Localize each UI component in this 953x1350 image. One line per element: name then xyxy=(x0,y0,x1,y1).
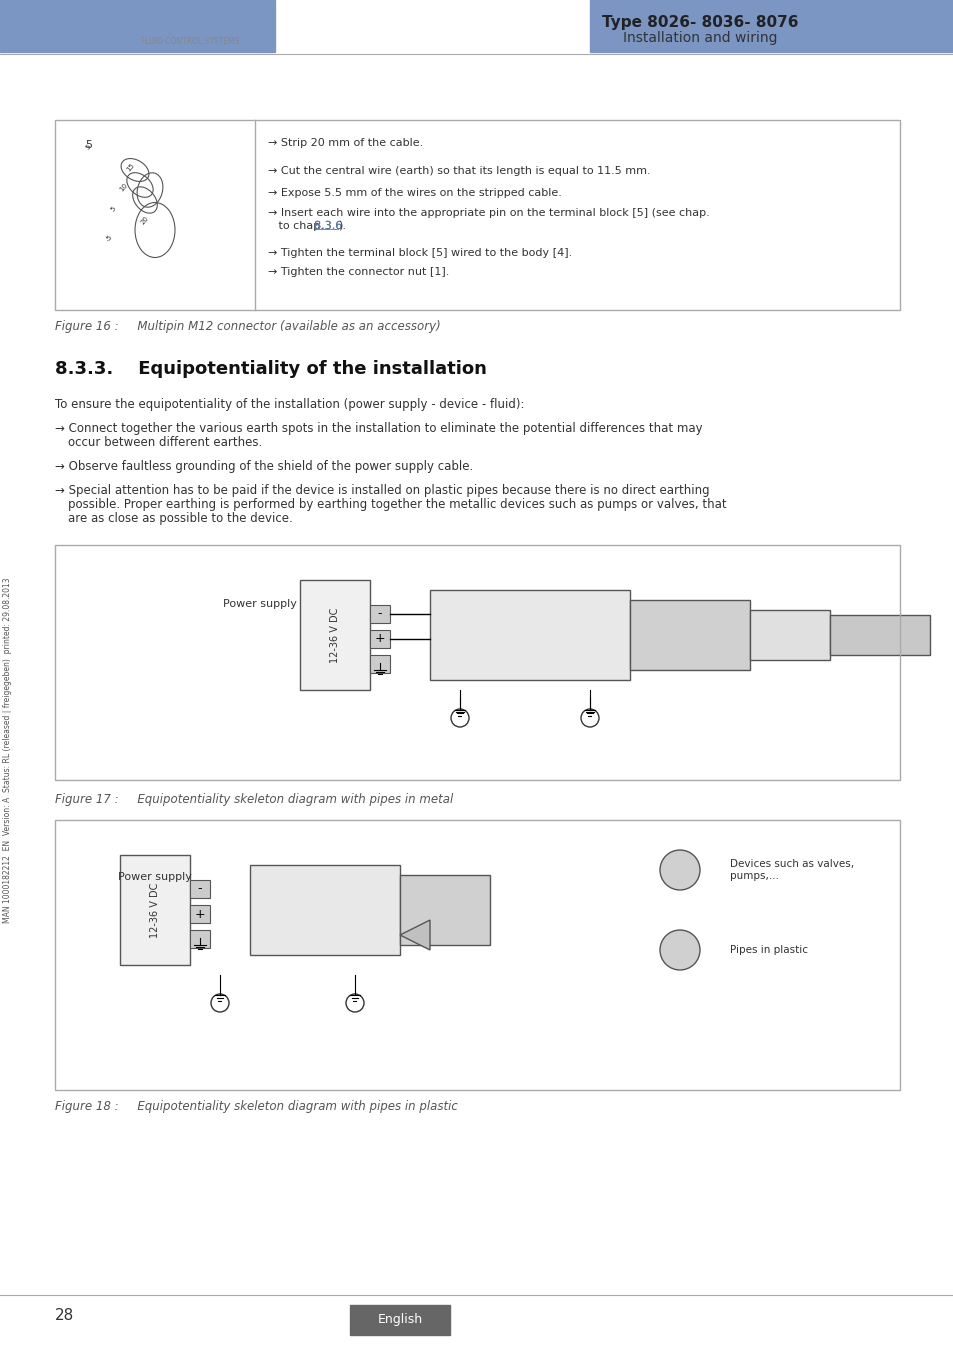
Text: To ensure the equipotentiality of the installation (power supply - device - flui: To ensure the equipotentiality of the in… xyxy=(55,398,524,410)
Text: Devices such as valves,
pumps,...: Devices such as valves, pumps,... xyxy=(729,859,853,880)
Bar xyxy=(152,16,159,20)
Text: 5: 5 xyxy=(110,205,117,213)
Text: +: + xyxy=(375,633,385,645)
Polygon shape xyxy=(399,919,430,950)
Bar xyxy=(172,16,179,20)
Text: → Expose 5.5 mm of the wires on the stripped cable.: → Expose 5.5 mm of the wires on the stri… xyxy=(268,188,561,198)
Text: occur between different earthes.: occur between different earthes. xyxy=(68,436,262,450)
Text: → Tighten the connector nut [1].: → Tighten the connector nut [1]. xyxy=(268,267,449,277)
Text: Figure 16 :     Multipin M12 connector (available as an accessory): Figure 16 : Multipin M12 connector (avai… xyxy=(55,320,440,333)
Text: Type 8026- 8036- 8076: Type 8026- 8036- 8076 xyxy=(601,15,798,30)
Text: 12-36 V DC: 12-36 V DC xyxy=(330,608,339,663)
Bar xyxy=(299,580,370,690)
Text: 28: 28 xyxy=(55,1308,74,1323)
Bar xyxy=(222,16,229,20)
Text: Figure 17 :     Equipotentiality skeleton diagram with pipes in metal: Figure 17 : Equipotentiality skeleton di… xyxy=(55,792,453,806)
Text: bürkert: bürkert xyxy=(143,18,236,38)
Bar xyxy=(629,599,749,670)
Text: Power supply: Power supply xyxy=(223,599,296,609)
Text: → Observe faultless grounding of the shield of the power supply cable.: → Observe faultless grounding of the shi… xyxy=(55,460,473,472)
Text: +: + xyxy=(194,907,205,921)
Text: English: English xyxy=(377,1314,422,1327)
Text: are as close as possible to the device.: are as close as possible to the device. xyxy=(68,512,293,525)
Text: → Insert each wire into the appropriate pin on the terminal block [5] (see chap.: → Insert each wire into the appropriate … xyxy=(268,208,713,217)
Bar xyxy=(190,880,210,898)
Text: -: - xyxy=(377,608,382,621)
Text: 8.3.6: 8.3.6 xyxy=(314,221,342,231)
Bar xyxy=(190,930,210,948)
Bar xyxy=(190,904,210,923)
Bar xyxy=(182,16,189,20)
Bar xyxy=(399,875,490,945)
Text: → Tighten the terminal block [5] wired to the body [4].: → Tighten the terminal block [5] wired t… xyxy=(268,248,572,258)
Text: -: - xyxy=(197,883,202,895)
Bar xyxy=(55,819,899,1089)
Text: Power supply: Power supply xyxy=(118,872,192,882)
Bar xyxy=(350,1305,450,1335)
Text: 10: 10 xyxy=(118,182,129,193)
Ellipse shape xyxy=(659,850,700,890)
Text: Figure 18 :     Equipotentiality skeleton diagram with pipes in plastic: Figure 18 : Equipotentiality skeleton di… xyxy=(55,1100,457,1112)
Bar xyxy=(370,655,390,674)
Text: 20: 20 xyxy=(140,216,151,225)
Text: → Cut the central wire (earth) so that its length is equal to 11.5 mm.: → Cut the central wire (earth) so that i… xyxy=(268,166,650,176)
Text: 5: 5 xyxy=(85,140,91,150)
Bar xyxy=(162,16,169,20)
Text: 15: 15 xyxy=(125,162,135,173)
Text: -5: -5 xyxy=(105,234,114,243)
Bar xyxy=(430,590,629,680)
Bar xyxy=(370,605,390,622)
Text: Installation and wiring: Installation and wiring xyxy=(622,31,777,45)
Bar xyxy=(0,0,274,53)
Bar xyxy=(55,120,899,310)
Text: 12-36 V DC: 12-36 V DC xyxy=(150,883,160,938)
Text: 5: 5 xyxy=(85,144,92,151)
Text: MAN 1000182212  EN  Version: A  Status: RL (released | freigegeben)  printed: 29: MAN 1000182212 EN Version: A Status: RL … xyxy=(4,578,12,923)
Text: → Special attention has to be paid if the device is installed on plastic pipes b: → Special attention has to be paid if th… xyxy=(55,485,709,497)
Text: 8.3.3.    Equipotentiality of the installation: 8.3.3. Equipotentiality of the installat… xyxy=(55,360,486,378)
Text: ).: ). xyxy=(337,221,346,231)
Text: → Strip 20 mm of the cable.: → Strip 20 mm of the cable. xyxy=(268,138,423,148)
Bar xyxy=(250,865,399,954)
Text: → Connect together the various earth spots in the installation to eliminate the : → Connect together the various earth spo… xyxy=(55,423,702,435)
Bar xyxy=(589,0,953,53)
Bar xyxy=(370,630,390,648)
Bar xyxy=(749,610,829,660)
Text: Pipes in plastic: Pipes in plastic xyxy=(729,945,807,954)
Bar xyxy=(120,855,190,965)
Text: to chap.: to chap. xyxy=(268,221,327,231)
Text: possible. Proper earthing is performed by earthing together the metallic devices: possible. Proper earthing is performed b… xyxy=(68,498,726,512)
Bar xyxy=(829,616,929,655)
Ellipse shape xyxy=(659,930,700,971)
Text: FLUID CONTROL SYSTEMS: FLUID CONTROL SYSTEMS xyxy=(141,38,239,46)
Bar xyxy=(55,545,899,780)
